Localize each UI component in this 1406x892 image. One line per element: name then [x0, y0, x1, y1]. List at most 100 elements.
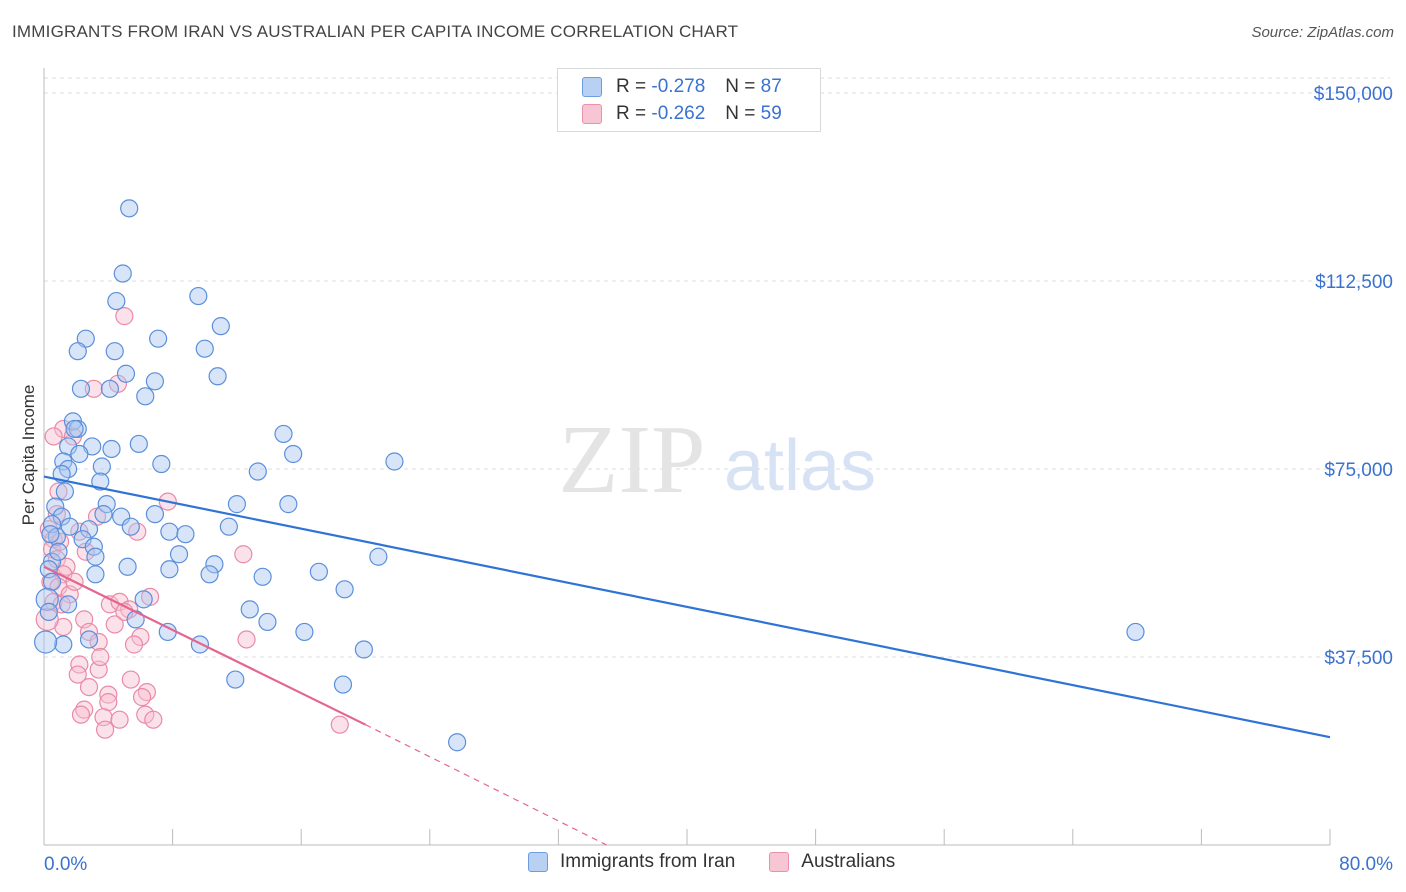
- iran-point: [195, 339, 214, 358]
- iran-point: [219, 517, 238, 536]
- iran-point: [42, 572, 62, 591]
- iran-point: [105, 342, 124, 361]
- iran-point: [94, 505, 113, 524]
- iran-point: [113, 264, 132, 283]
- iran-point: [120, 199, 139, 218]
- iran-point: [158, 622, 177, 642]
- australians-point: [44, 427, 63, 446]
- iran-point: [118, 557, 137, 576]
- iran-point: [68, 342, 87, 361]
- iran-point: [200, 565, 219, 584]
- iran-point: [126, 610, 145, 629]
- australians-points: [35, 307, 349, 739]
- legend-n-label: N =: [725, 103, 756, 124]
- iran-point: [160, 522, 179, 541]
- australians-point: [124, 635, 144, 654]
- iran-point: [102, 439, 121, 459]
- iran-point: [92, 457, 111, 476]
- legend-r-value: -0.278: [651, 76, 706, 97]
- australians-point: [132, 688, 152, 707]
- australians-point: [131, 627, 150, 647]
- iran-point: [1126, 622, 1145, 642]
- australians-point: [115, 307, 134, 326]
- iran-point: [160, 560, 179, 579]
- australians-point: [75, 700, 94, 719]
- legend-swatch-blue: [582, 77, 602, 97]
- australians-point: [47, 505, 66, 524]
- iran-point: [211, 317, 230, 336]
- watermark-zip: ZIP: [559, 406, 706, 514]
- australians-trend-extension: [365, 724, 607, 846]
- iran-point: [152, 454, 171, 474]
- legend-row-iran: R = -0.278 N = 87: [582, 74, 782, 100]
- iran-point: [279, 495, 298, 514]
- iran-point: [49, 542, 68, 561]
- iran-point: [369, 547, 388, 566]
- iran-point: [134, 590, 153, 609]
- iran-point: [86, 565, 105, 584]
- australians-point: [68, 665, 87, 684]
- iran-point: [295, 622, 314, 642]
- legend-n-value: 87: [760, 76, 782, 97]
- iran-point: [46, 497, 65, 516]
- y-tick-labels: $37,500 $75,000 $112,500 $150,000: [1314, 84, 1393, 669]
- iran-trend-line: [43, 475, 1331, 739]
- iran-point: [385, 452, 404, 471]
- iran-points: [34, 199, 1145, 752]
- australians-point: [330, 715, 349, 734]
- iran-point: [253, 567, 272, 586]
- iran-point: [60, 517, 79, 536]
- iran-point: [86, 547, 105, 566]
- iran-point: [176, 525, 195, 544]
- australians-trend-line: [43, 565, 366, 726]
- iran-point: [149, 329, 168, 348]
- iran-point: [145, 505, 165, 524]
- legend-swatch-pink: [769, 852, 790, 872]
- australians-point: [84, 379, 103, 398]
- australians-point: [137, 683, 156, 702]
- australians-point: [234, 545, 253, 564]
- iran-point: [79, 630, 99, 649]
- y-tick-label: $75,000: [1324, 460, 1393, 481]
- iran-point: [335, 580, 354, 599]
- iran-point: [121, 517, 140, 536]
- legend-row-australians: R = -0.262 N = 59: [582, 101, 782, 127]
- iran-point: [333, 675, 353, 694]
- iran-point: [71, 379, 91, 398]
- legend-item-iran[interactable]: Immigrants from Iran: [528, 851, 735, 873]
- iran-point: [97, 495, 116, 514]
- axes: [43, 68, 1331, 846]
- australians-point: [144, 710, 163, 729]
- legend-n-label: N =: [725, 76, 756, 97]
- iran-point: [226, 670, 245, 689]
- australians-point: [35, 607, 59, 632]
- iran-point: [205, 555, 224, 574]
- australians-point: [121, 670, 140, 689]
- series-legend: Immigrants from Iran Australians: [528, 851, 929, 873]
- iran-point: [91, 472, 110, 491]
- legend-r-label: R =: [616, 103, 647, 124]
- australians-point: [105, 615, 124, 634]
- australians-point: [99, 685, 118, 704]
- legend-swatch-blue: [528, 852, 548, 872]
- iran-point: [54, 635, 73, 654]
- iran-point: [258, 612, 277, 632]
- iran-point: [189, 286, 208, 306]
- legend-item-australians[interactable]: Australians: [769, 851, 895, 873]
- iran-point: [79, 520, 99, 539]
- iran-point: [70, 444, 89, 464]
- y-tick-label: $112,500: [1315, 272, 1393, 293]
- trend-lines: [43, 475, 1331, 846]
- iran-point: [227, 495, 246, 514]
- gridlines: [44, 77, 1390, 658]
- iran-point: [41, 525, 60, 544]
- x-tick-label: 80.0%: [1339, 854, 1393, 875]
- y-tick-label: $150,000: [1314, 84, 1393, 105]
- iran-point: [448, 733, 467, 752]
- iran-point: [100, 379, 120, 398]
- australians-point: [110, 710, 129, 729]
- australians-point: [95, 720, 115, 739]
- y-tick-label: $37,500: [1324, 648, 1393, 669]
- iran-point: [240, 600, 259, 619]
